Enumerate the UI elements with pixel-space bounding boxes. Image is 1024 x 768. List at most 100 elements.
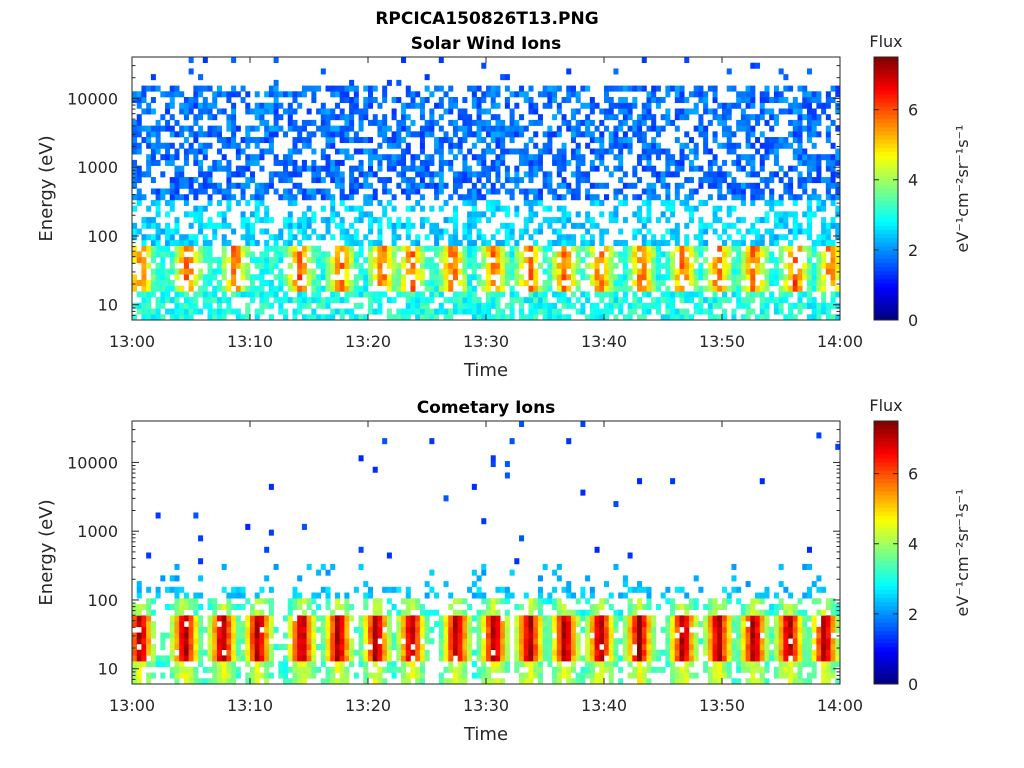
heatmap-cell	[561, 222, 567, 229]
heatmap-cell	[519, 308, 525, 315]
heatmap-cell	[462, 302, 468, 309]
heatmap-cell	[188, 643, 194, 650]
colorbar-step	[874, 229, 898, 235]
heatmap-cell	[339, 649, 345, 656]
heatmap-cell	[547, 643, 553, 650]
heatmap-cell	[198, 285, 204, 292]
heatmap-cell	[722, 159, 728, 166]
heatmap-cell	[415, 638, 421, 645]
heatmap-cell	[467, 649, 473, 656]
heatmap-cell	[773, 148, 779, 155]
heatmap-cell	[344, 655, 350, 662]
heatmap-cell	[405, 638, 411, 645]
heatmap-cell	[608, 257, 614, 264]
heatmap-cell	[349, 655, 355, 662]
heatmap-cell	[726, 182, 732, 189]
heatmap-cell	[726, 274, 732, 281]
heatmap-cell	[221, 137, 227, 144]
heatmap-cell	[405, 91, 411, 98]
heatmap-cell	[334, 268, 340, 275]
heatmap-cell	[481, 592, 487, 599]
colorbar-tick-label: 2	[908, 241, 918, 260]
heatmap-cell	[278, 159, 284, 166]
heatmap-cell	[212, 228, 218, 235]
heatmap-cell	[651, 245, 657, 252]
heatmap-cell	[193, 257, 199, 264]
heatmap-cell	[150, 649, 156, 656]
heatmap-cell	[825, 102, 831, 109]
heatmap-cell	[637, 125, 643, 132]
heatmap-cell	[476, 302, 482, 309]
heatmap-cell	[401, 615, 407, 622]
heatmap-cell	[755, 119, 761, 126]
heatmap-cell	[415, 91, 421, 98]
heatmap-cell	[216, 262, 222, 269]
heatmap-cell	[188, 188, 194, 195]
heatmap-cell	[174, 154, 180, 161]
heatmap-cell	[788, 239, 794, 246]
heatmap-cell	[825, 125, 831, 132]
heatmap-cell	[608, 262, 614, 269]
heatmap-cell	[618, 285, 624, 292]
heatmap-cell	[797, 142, 803, 149]
heatmap-cell	[160, 655, 166, 662]
heatmap-cell	[183, 125, 189, 132]
heatmap-cell	[537, 592, 543, 599]
heatmap-cell	[627, 125, 633, 132]
heatmap-cell	[821, 205, 827, 212]
heatmap-cell	[320, 194, 326, 201]
heatmap-cell	[415, 251, 421, 258]
heatmap-cell	[736, 257, 742, 264]
heatmap-cell	[528, 199, 534, 206]
heatmap-cell	[245, 274, 251, 281]
heatmap-cell	[231, 57, 237, 64]
heatmap-cell	[155, 137, 161, 144]
heatmap-cell	[368, 621, 374, 628]
heatmap-cell	[835, 228, 841, 235]
heatmap-cell	[415, 154, 421, 161]
heatmap-cell	[410, 297, 416, 304]
heatmap-cell	[797, 274, 803, 281]
heatmap-cell	[207, 621, 213, 628]
heatmap-cell	[334, 285, 340, 292]
heatmap-cell	[764, 245, 770, 252]
heatmap-cell	[712, 314, 718, 321]
heatmap-cell	[528, 268, 534, 275]
heatmap-cell	[537, 119, 543, 126]
heatmap-cell	[750, 102, 756, 109]
heatmap-cell	[495, 598, 501, 605]
heatmap-cell	[783, 74, 789, 81]
heatmap-cell	[283, 131, 289, 138]
heatmap-cell	[679, 291, 685, 298]
heatmap-cell	[424, 171, 430, 178]
heatmap-cell	[405, 609, 411, 616]
heatmap-cell	[198, 165, 204, 172]
heatmap-cell	[401, 171, 407, 178]
heatmap-cell	[490, 678, 496, 685]
heatmap-cell	[212, 615, 218, 622]
heatmap-cell	[670, 211, 676, 218]
heatmap-cell	[273, 154, 279, 161]
heatmap-cell	[457, 137, 463, 144]
heatmap-cell	[740, 314, 746, 321]
heatmap-cell	[585, 314, 591, 321]
heatmap-cell	[382, 291, 388, 298]
heatmap-cell	[226, 171, 232, 178]
heatmap-cell	[646, 159, 652, 166]
heatmap-cell	[221, 91, 227, 98]
heatmap-cell	[641, 234, 647, 241]
heatmap-cell	[207, 308, 213, 315]
heatmap-cell	[471, 85, 477, 92]
heatmap-cell	[792, 148, 798, 155]
heatmap-cell	[452, 119, 458, 126]
heatmap-cell	[419, 217, 425, 224]
heatmap-cell	[712, 262, 718, 269]
heatmap-cell	[179, 91, 185, 98]
heatmap-cell	[566, 649, 572, 656]
heatmap-cell	[764, 314, 770, 321]
heatmap-cell	[424, 297, 430, 304]
heatmap-cell	[688, 268, 694, 275]
heatmap-cell	[235, 643, 241, 650]
heatmap-cell	[287, 125, 293, 132]
